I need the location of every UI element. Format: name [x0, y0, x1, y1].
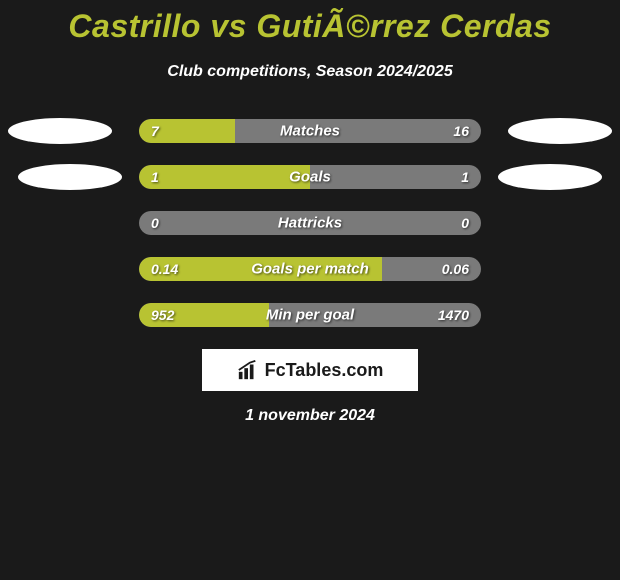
- logo-box[interactable]: FcTables.com: [202, 349, 418, 391]
- stat-value-right: 1: [461, 169, 469, 185]
- stat-row: 0 Hattricks 0: [0, 211, 620, 235]
- stat-value-right: 16: [453, 123, 469, 139]
- stats-list: 7 Matches 16 1 Goals 1 0 Hattricks 0 0.14 Goals pe…: [0, 119, 620, 327]
- stat-label: Goals per match: [251, 261, 369, 278]
- player-badge-right: [508, 118, 612, 144]
- stat-value-right: 1470: [438, 307, 469, 323]
- player-badge-left: [8, 118, 112, 144]
- stat-track: 7 Matches 16: [139, 119, 481, 143]
- stat-track: 0.14 Goals per match 0.06: [139, 257, 481, 281]
- stat-value-left: 1: [151, 169, 159, 185]
- player-badge-right: [498, 164, 602, 190]
- comparison-widget: Castrillo vs GutiÃ©rrez Cerdas Club comp…: [0, 0, 620, 425]
- player-badge-left: [18, 164, 122, 190]
- stat-label: Hattricks: [278, 215, 342, 232]
- page-title: Castrillo vs GutiÃ©rrez Cerdas: [0, 8, 620, 45]
- stat-value-left: 0: [151, 215, 159, 231]
- stat-value-left: 7: [151, 123, 159, 139]
- stat-row: 1 Goals 1: [0, 165, 620, 189]
- stat-track: 0 Hattricks 0: [139, 211, 481, 235]
- stat-value-left: 0.14: [151, 261, 178, 277]
- logo-text: FcTables.com: [265, 360, 384, 381]
- stat-row: 0.14 Goals per match 0.06: [0, 257, 620, 281]
- stat-value-left: 952: [151, 307, 174, 323]
- stat-label: Matches: [280, 123, 340, 140]
- stat-label: Min per goal: [266, 307, 354, 324]
- chart-icon: [237, 359, 259, 381]
- stat-row: 952 Min per goal 1470: [0, 303, 620, 327]
- date-caption: 1 november 2024: [0, 407, 620, 425]
- stat-row: 7 Matches 16: [0, 119, 620, 143]
- subtitle: Club competitions, Season 2024/2025: [0, 63, 620, 81]
- stat-fill: [139, 165, 310, 189]
- stat-value-right: 0.06: [442, 261, 469, 277]
- stat-value-right: 0: [461, 215, 469, 231]
- stat-track: 952 Min per goal 1470: [139, 303, 481, 327]
- stat-track: 1 Goals 1: [139, 165, 481, 189]
- stat-label: Goals: [289, 169, 331, 186]
